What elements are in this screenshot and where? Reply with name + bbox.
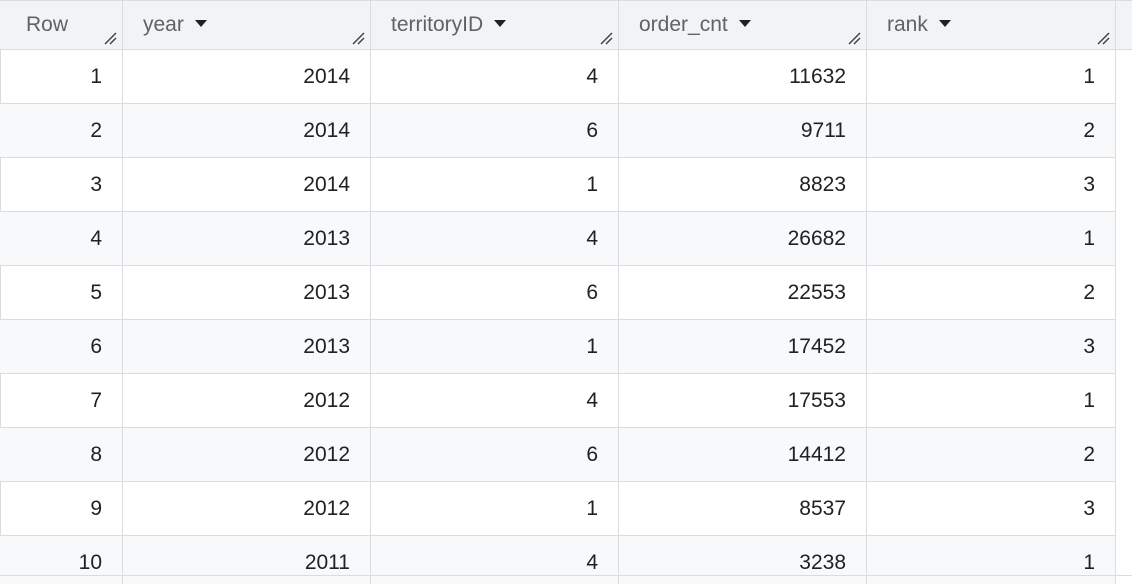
column-header-label: Row xyxy=(26,12,69,36)
cell-year[interactable]: 2014 xyxy=(123,104,371,157)
cell-order_cnt[interactable]: 17452 xyxy=(619,320,867,373)
column-resize-icon[interactable] xyxy=(846,30,862,46)
cell-year[interactable]: 2014 xyxy=(123,50,371,103)
cell-row[interactable]: 2 xyxy=(4,104,123,157)
cell-row[interactable]: 5 xyxy=(4,266,123,319)
cell-territoryID[interactable]: 1 xyxy=(371,320,619,373)
column-header-row[interactable]: Row xyxy=(4,1,123,49)
cell-order_cnt[interactable]: 3238 xyxy=(619,536,867,584)
cell-year[interactable]: 2013 xyxy=(123,266,371,319)
cell-territoryID[interactable]: 1 xyxy=(371,158,619,211)
column-header-label: year xyxy=(143,12,184,36)
column-resize-icon[interactable] xyxy=(598,30,614,46)
table-row[interactable]: 10 2011 4 3238 1 xyxy=(0,536,1132,584)
column-resize-icon[interactable] xyxy=(1095,30,1111,46)
cell-year[interactable]: 2014 xyxy=(123,158,371,211)
cell-year[interactable]: 2011 xyxy=(123,536,371,584)
cell-order_cnt[interactable]: 26682 xyxy=(619,212,867,265)
column-header-label: rank xyxy=(887,12,928,36)
table-row[interactable]: 7 2012 4 17553 1 xyxy=(0,374,1132,428)
cell-row[interactable]: 1 xyxy=(4,50,123,103)
table-left-border xyxy=(0,0,4,584)
cell-rank[interactable]: 2 xyxy=(867,428,1116,481)
column-header-label: order_cnt xyxy=(639,12,728,36)
cell-row[interactable]: 10 xyxy=(4,536,123,584)
table-row[interactable]: 4 2013 4 26682 1 xyxy=(0,212,1132,266)
cell-rank[interactable]: 1 xyxy=(867,50,1116,103)
table-bottom-border xyxy=(0,575,1132,576)
cell-row[interactable]: 6 xyxy=(4,320,123,373)
cell-territoryID[interactable]: 6 xyxy=(371,266,619,319)
table-row[interactable]: 3 2014 1 8823 3 xyxy=(0,158,1132,212)
cell-order_cnt[interactable]: 22553 xyxy=(619,266,867,319)
sort-dropdown-icon[interactable] xyxy=(938,20,951,27)
cell-row[interactable]: 4 xyxy=(4,212,123,265)
column-header-rank[interactable]: rank xyxy=(867,1,1116,49)
cell-rank[interactable]: 3 xyxy=(867,320,1116,373)
cell-rank[interactable]: 3 xyxy=(867,158,1116,211)
cell-year[interactable]: 2013 xyxy=(123,212,371,265)
table-row[interactable]: 5 2013 6 22553 2 xyxy=(0,266,1132,320)
column-header-territoryID[interactable]: territoryID xyxy=(371,1,619,49)
cell-territoryID[interactable]: 6 xyxy=(371,104,619,157)
column-resize-icon[interactable] xyxy=(350,30,366,46)
sort-dropdown-icon[interactable] xyxy=(194,20,207,27)
cell-territoryID[interactable]: 4 xyxy=(371,50,619,103)
cell-row[interactable]: 8 xyxy=(4,428,123,481)
table-header-row: Row year territoryID order_cnt rank xyxy=(0,0,1132,50)
cell-rank[interactable]: 2 xyxy=(867,266,1116,319)
table-row[interactable]: 8 2012 6 14412 2 xyxy=(0,428,1132,482)
cell-order_cnt[interactable]: 17553 xyxy=(619,374,867,427)
column-header-year[interactable]: year xyxy=(123,1,371,49)
column-header-label: territoryID xyxy=(391,12,484,36)
table-row[interactable]: 9 2012 1 8537 3 xyxy=(0,482,1132,536)
cell-row[interactable]: 7 xyxy=(4,374,123,427)
cell-territoryID[interactable]: 4 xyxy=(371,212,619,265)
cell-rank[interactable]: 1 xyxy=(867,374,1116,427)
cell-rank[interactable]: 3 xyxy=(867,482,1116,535)
cell-row[interactable]: 3 xyxy=(4,158,123,211)
cell-order_cnt[interactable]: 8537 xyxy=(619,482,867,535)
table-row[interactable]: 1 2014 4 11632 1 xyxy=(0,50,1132,104)
cell-year[interactable]: 2012 xyxy=(123,374,371,427)
cell-order_cnt[interactable]: 8823 xyxy=(619,158,867,211)
cell-territoryID[interactable]: 1 xyxy=(371,482,619,535)
cell-territoryID[interactable]: 4 xyxy=(371,374,619,427)
cell-territoryID[interactable]: 4 xyxy=(371,536,619,584)
column-header-order_cnt[interactable]: order_cnt xyxy=(619,1,867,49)
cell-year[interactable]: 2012 xyxy=(123,428,371,481)
cell-territoryID[interactable]: 6 xyxy=(371,428,619,481)
cell-order_cnt[interactable]: 14412 xyxy=(619,428,867,481)
sort-dropdown-icon[interactable] xyxy=(494,20,507,27)
sort-dropdown-icon[interactable] xyxy=(738,20,751,27)
column-resize-icon[interactable] xyxy=(102,30,118,46)
cell-order_cnt[interactable]: 9711 xyxy=(619,104,867,157)
table-row[interactable]: 2 2014 6 9711 2 xyxy=(0,104,1132,158)
cell-row[interactable]: 9 xyxy=(4,482,123,535)
cell-rank[interactable]: 1 xyxy=(867,212,1116,265)
table-right-gutter xyxy=(1116,50,1132,584)
cell-rank[interactable]: 2 xyxy=(867,104,1116,157)
cell-year[interactable]: 2013 xyxy=(123,320,371,373)
table-row[interactable]: 6 2013 1 17452 3 xyxy=(0,320,1132,374)
cell-year[interactable]: 2012 xyxy=(123,482,371,535)
cell-rank[interactable]: 1 xyxy=(867,536,1116,584)
cell-order_cnt[interactable]: 11632 xyxy=(619,50,867,103)
